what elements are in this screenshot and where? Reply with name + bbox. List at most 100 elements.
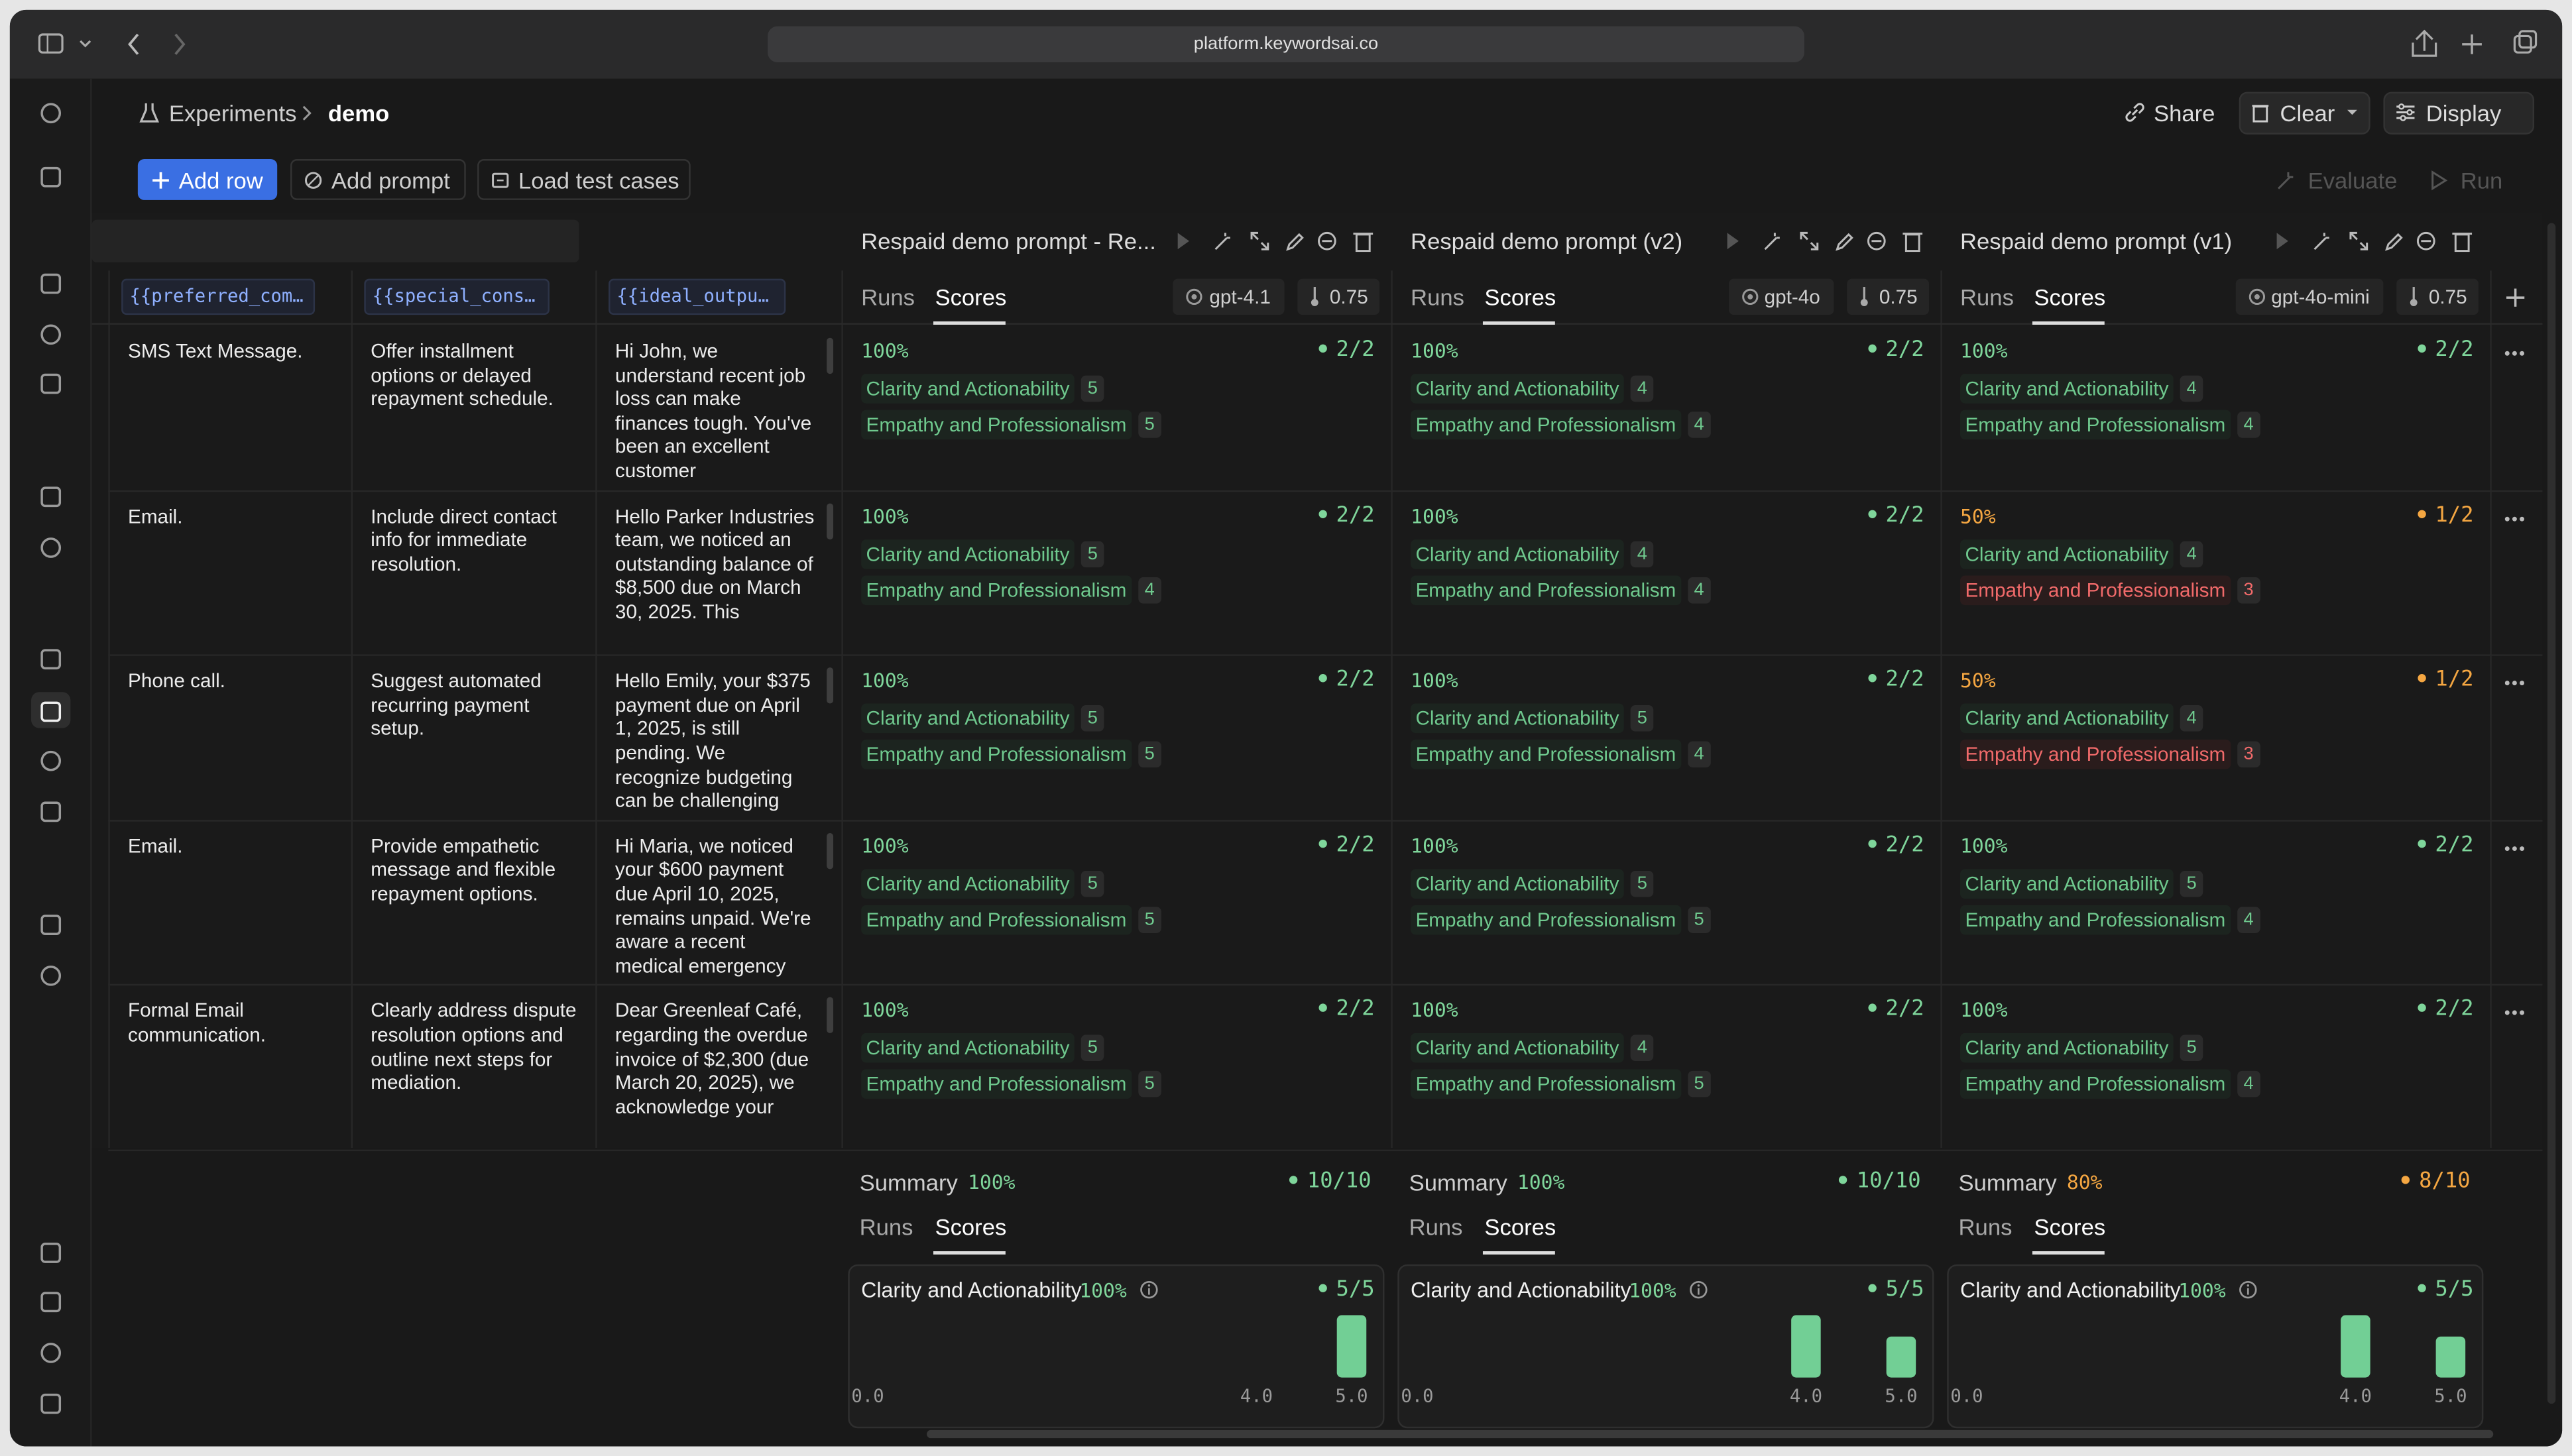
- tab[interactable]: Runs: [861, 284, 915, 310]
- metric-name: Clarity and Actionability: [1960, 539, 2174, 569]
- display-button[interactable]: [2383, 91, 2535, 135]
- metric-score: Empathy and Professionalism 3: [1960, 740, 2260, 769]
- row-menu: [2504, 351, 2524, 356]
- metric-name: Empathy and Professionalism: [1960, 575, 2231, 605]
- cell-scrollbar: [827, 997, 834, 1034]
- tab[interactable]: Runs: [1958, 1213, 2013, 1240]
- column-border: [108, 270, 110, 1148]
- status-dot: [1318, 839, 1326, 848]
- metric-value: 5: [1138, 412, 1161, 438]
- toolbar-button[interactable]: [477, 159, 691, 200]
- display-label: Display: [2426, 99, 2502, 127]
- tab[interactable]: Runs: [1411, 284, 1464, 310]
- card-score: 100%: [1629, 1279, 1676, 1302]
- url-bar[interactable]: [768, 26, 1804, 63]
- cell-scrollbar: [827, 337, 834, 374]
- breadcrumb-item: Experiments: [168, 99, 297, 127]
- column-border: [1391, 270, 1393, 1148]
- tab-active[interactable]: Scores: [1484, 284, 1556, 310]
- tab[interactable]: Runs: [1409, 1213, 1463, 1240]
- metric-card: Clarity and Actionability 100% 5/5 0.0 4.0 5.…: [1947, 1264, 2484, 1429]
- caret: [2347, 109, 2357, 115]
- tab-active[interactable]: Scores: [935, 284, 1007, 310]
- summary-label: Summary: [1958, 1169, 2057, 1196]
- metric-name: Clarity and Actionability: [1411, 868, 1624, 899]
- metric-name: Empathy and Professionalism: [1411, 740, 1681, 769]
- metric-value: 4: [1630, 540, 1654, 567]
- input-cell: Hello Parker Industries team, we noticed…: [614, 504, 815, 624]
- tab-underline: [933, 321, 1006, 325]
- sidebar-icon: [40, 1393, 62, 1414]
- summary-count: 10/10: [1719, 1169, 1921, 1196]
- clear-label: Clear: [2280, 99, 2335, 127]
- sidebar-icon: [40, 166, 62, 188]
- metric-name: Empathy and Professionalism: [861, 905, 1132, 934]
- sidebar-icon: [40, 750, 62, 771]
- metric-score: Clarity and Actionability 4: [1411, 1033, 1654, 1064]
- card-score: 100%: [1079, 1279, 1127, 1302]
- tab-active[interactable]: Scores: [2034, 284, 2106, 310]
- metric-name: Clarity and Actionability: [1960, 704, 2174, 734]
- metric-value: 3: [2237, 741, 2260, 768]
- sidebar-icon: [40, 486, 62, 508]
- metric-score: Clarity and Actionability 5: [1960, 1033, 2203, 1064]
- tab-underline: [2032, 321, 2105, 325]
- tab[interactable]: Runs: [859, 1213, 913, 1240]
- clear-button[interactable]: [2239, 91, 2370, 135]
- result-score: 100%: [1960, 834, 2008, 858]
- toolbar-label: Load test cases: [518, 167, 679, 194]
- url: platform.keywordsai.co: [1193, 34, 1379, 54]
- tab-active[interactable]: Scores: [935, 1213, 1007, 1240]
- sidebar-icon: [40, 701, 62, 722]
- histogram-bar: [1336, 1315, 1367, 1378]
- input-cell: Hello Emily, your $375 payment due on Ap…: [614, 669, 811, 812]
- metric-score: Empathy and Professionalism 5: [861, 905, 1161, 934]
- metric-score: Empathy and Professionalism 3: [1960, 575, 2260, 605]
- header-border: [91, 323, 2543, 325]
- summary-count: 8/10: [2268, 1169, 2471, 1196]
- result-score: 100%: [1411, 504, 1458, 528]
- result-score: 100%: [1411, 999, 1458, 1023]
- metric-value: 5: [1687, 1071, 1711, 1098]
- metric-value: 4: [1687, 577, 1711, 603]
- metric-value: 4: [1138, 577, 1161, 603]
- metric-score: Clarity and Actionability 5: [861, 1033, 1104, 1064]
- metric-score: Empathy and Professionalism 5: [861, 740, 1161, 769]
- result-score: 100%: [1960, 999, 2008, 1023]
- result-count: 2/2: [1719, 833, 1924, 860]
- input-cell: Phone call.: [128, 669, 225, 693]
- tab-active[interactable]: Scores: [2034, 1213, 2106, 1240]
- metric-value: 5: [1081, 1035, 1104, 1062]
- metric-value: 5: [2180, 870, 2203, 897]
- status-dot: [1289, 1176, 1297, 1184]
- status-dot: [2417, 344, 2426, 353]
- cell-scrollbar: [827, 667, 834, 704]
- metric-score: Empathy and Professionalism 5: [1411, 1070, 1711, 1099]
- metric-value: 5: [1081, 870, 1104, 897]
- tab-active[interactable]: Scores: [1484, 1213, 1556, 1240]
- toolbar-button[interactable]: [290, 159, 466, 200]
- metric-name: Clarity and Actionability: [1960, 868, 2174, 899]
- histogram-tick: 0.0: [1401, 1385, 1434, 1408]
- row-border: [108, 984, 2543, 987]
- status-dot: [1867, 839, 1876, 848]
- status-dot: [1867, 509, 1876, 518]
- sidebar: [9, 78, 92, 1447]
- row-menu: [2504, 681, 2524, 686]
- metric-score: Clarity and Actionability 5: [861, 868, 1104, 899]
- share-label: Share: [2154, 99, 2215, 127]
- card-title: Clarity and Actionability: [861, 1277, 1082, 1302]
- histogram-tick: 4.0: [1240, 1385, 1273, 1408]
- prompt-title: Respaid demo prompt (v2): [1411, 227, 1683, 254]
- sidebar-icon: [40, 373, 62, 394]
- metric-value: 5: [1081, 540, 1104, 567]
- metric-value: 5: [1081, 705, 1104, 732]
- result-count: 2/2: [1169, 503, 1375, 530]
- tab-underline: [2032, 1251, 2105, 1255]
- metric-name: Clarity and Actionability: [1411, 539, 1624, 569]
- column-border: [351, 270, 353, 1148]
- metric-name: Empathy and Professionalism: [1411, 1070, 1681, 1099]
- tab[interactable]: Runs: [1960, 284, 2014, 310]
- sidebar-icon: [40, 1243, 62, 1263]
